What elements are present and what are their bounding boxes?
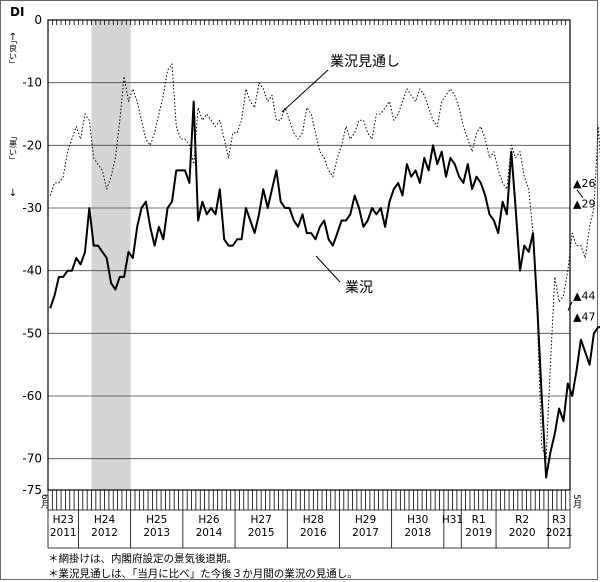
era-label: H27	[251, 514, 272, 526]
y-tick-label: -40	[22, 264, 42, 278]
year-label: 2016	[300, 527, 327, 539]
down-arrow: ↓	[9, 188, 17, 199]
year-label: 2012	[91, 527, 118, 539]
y-tick-label: -30	[22, 201, 42, 215]
year-label: 2011	[50, 527, 77, 539]
y-axis-title: DI	[10, 5, 24, 19]
series-line-business	[49, 100, 600, 479]
era-label: H29	[355, 514, 376, 526]
y-tick-label: -10	[22, 76, 42, 90]
year-label: 2014	[196, 527, 223, 539]
era-label: H26	[198, 514, 220, 526]
business-prev-label: ▲47	[573, 311, 595, 324]
outlook-prev-label: ▲26	[573, 177, 595, 190]
era-label: H31	[442, 514, 463, 526]
year-label: 2015	[248, 527, 275, 539]
era-label: H30	[407, 514, 428, 526]
end-month-label: 5月	[571, 494, 582, 510]
series-line-outlook	[49, 63, 600, 460]
outlook-change-arrow	[576, 189, 584, 199]
note-outlook: ＊業況見通しは、「当月に比べ」た今後３か月間の業況の見通し。	[48, 568, 358, 580]
year-label: 2021	[546, 527, 573, 539]
y-tick-label: -75	[22, 483, 42, 497]
annotation-good: 「良い」	[9, 36, 18, 68]
business-current-label: ▲44	[573, 290, 595, 303]
series-name-outlook: 業況見通し	[330, 54, 400, 70]
recession-shading	[91, 20, 131, 490]
year-label: 2013	[143, 527, 170, 539]
up-arrow: ↑	[9, 32, 17, 43]
series-name-business: 業況	[345, 280, 373, 296]
business-leader	[315, 255, 341, 283]
y-tick-label: -20	[22, 138, 42, 152]
outlook-current-label: ▲29	[573, 198, 595, 211]
start-month-label: 6月	[39, 494, 50, 510]
annotation-bad: 「悪い」	[9, 132, 18, 164]
era-label: R1	[472, 514, 486, 526]
year-label: 2020	[509, 527, 536, 539]
note-shading: ＊網掛けは、内閣府設定の景気後退期。	[48, 553, 237, 565]
era-label: H28	[303, 514, 324, 526]
y-tick-label: -70	[22, 452, 42, 466]
business-change-arrow	[567, 301, 573, 311]
era-label: H23	[53, 514, 74, 526]
era-label: H24	[94, 514, 116, 526]
y-tick-label: 0	[34, 13, 42, 27]
era-label: R3	[552, 514, 566, 526]
era-label: R2	[515, 514, 529, 526]
year-label: 2019	[465, 527, 492, 539]
year-label: 2017	[352, 527, 379, 539]
y-tick-label: -50	[22, 326, 42, 340]
outlook-leader	[281, 69, 329, 113]
era-label: H25	[146, 514, 167, 526]
y-tick-label: -60	[22, 389, 42, 403]
year-label: 2018	[404, 527, 431, 539]
